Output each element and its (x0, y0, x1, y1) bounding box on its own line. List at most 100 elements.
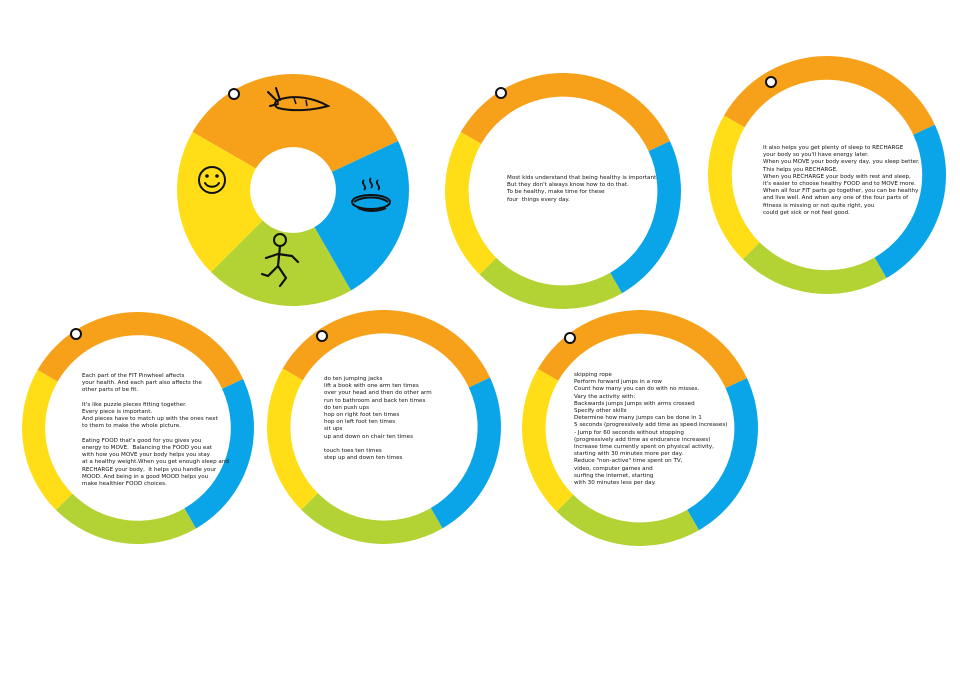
pinwheel-ring (177, 74, 409, 306)
hanging-hole (70, 328, 82, 340)
text-line: When all four FIT parts go together, you… (763, 188, 919, 195)
text-line: 5 seconds (progressively add time as spe… (574, 422, 728, 429)
text-line: It also helps you get plenty of sleep to… (763, 145, 904, 151)
text-line: Increase time currently spent on physica… (574, 444, 714, 451)
text-line: energy to MOVE. Balancing the FOOD you e… (82, 445, 212, 452)
text-line (82, 395, 229, 402)
yellow-segment (22, 370, 73, 511)
page-text: Most kids understand that being healthy … (507, 175, 658, 204)
text-line: touch toes ten times (324, 448, 382, 455)
text-line: surfing the internet, starting (574, 472, 654, 479)
text-line: and live well. And when any one of the f… (763, 195, 909, 202)
running-figure-icon (260, 233, 300, 288)
text-line: (progressively add time as endurance inc… (574, 436, 711, 443)
hot-dish-icon (351, 177, 391, 212)
pinwheel-page-3: Each part of the FIT Pinwheel affects you… (20, 312, 256, 544)
text-line: Backwards jumps Jumps with arms crossed (574, 400, 695, 407)
text-line: starting with 30 minutes more per day. (574, 451, 684, 458)
green-segment (210, 220, 351, 306)
text-line: to them to make the whole picture. (82, 423, 181, 430)
text-line (324, 441, 432, 448)
text-line: your health. And each part also affects … (82, 380, 202, 387)
blue-segment (314, 140, 409, 291)
text-line: up and down on chair ten times (324, 433, 413, 440)
pinwheel-ring (522, 310, 758, 546)
hanging-hole (228, 88, 240, 100)
text-line: your body so you'll have energy later. (763, 152, 869, 159)
text-line: over your head and then do other arm (324, 390, 432, 397)
orange-segment (460, 73, 670, 152)
text-line: it's easier to choose healthy FOOD and t… (763, 181, 916, 188)
pinwheel-ring (445, 73, 681, 309)
text-line: But they don't always know how to do tha… (507, 182, 629, 189)
text-line: at a healthy weight.When you get enough … (82, 459, 229, 466)
text-line: could get sick or not feel good. (763, 209, 850, 216)
text-line (82, 431, 229, 438)
text-line: four things every day. (507, 196, 570, 203)
text-line: Specify other skills (574, 408, 627, 415)
text-line: hop on left foot ten times (324, 419, 396, 426)
yellow-segment (267, 368, 318, 510)
orange-segment (537, 310, 747, 389)
blue-segment (874, 124, 946, 279)
text-line: Vary the activity with: (574, 393, 636, 400)
green-segment (742, 242, 887, 294)
text-line: with how you MOVE your body helps you st… (82, 452, 210, 459)
blue-segment (610, 141, 681, 294)
orange-segment (282, 310, 491, 388)
pinwheel-ring (708, 56, 946, 294)
pinwheel-ring (22, 312, 254, 544)
text-line: And pieces have to match up with the one… (82, 416, 218, 423)
text-line: Most kids understand that being healthy … (507, 175, 658, 181)
yellow-segment (445, 132, 497, 275)
page-text: Each part of the FIT Pinwheel affects you… (82, 373, 229, 488)
text-line: To be healthy, make time for these (507, 189, 605, 196)
text-line: do ten jumping jacks (324, 376, 383, 382)
page-text: do ten jumping jacks lift a book with one… (324, 376, 432, 462)
orange-segment (723, 56, 935, 135)
text-line: RECHARGE your body, it helps you handle … (82, 466, 217, 473)
text-line: lift a book with one arm ten times (324, 383, 419, 390)
green-segment (55, 493, 196, 544)
text-line: When you RECHARGE your body with rest an… (763, 173, 911, 180)
cover-pinwheel (174, 74, 412, 306)
text-line: fitness is missing or not quite right, y… (763, 202, 875, 209)
text-line: with 30 minutes less per day. (574, 480, 656, 487)
text-line: do ten push ups (324, 404, 370, 411)
yellow-segment (708, 115, 760, 260)
text-line: Count how many you can do with no misses… (574, 386, 700, 393)
yellow-segment (522, 369, 574, 512)
text-line: step up and down ten times (324, 455, 403, 462)
text-line: Reduce "non-active" time spent on TV, (574, 458, 683, 465)
text-line: hop on right foot ten times (324, 412, 400, 419)
green-segment (479, 257, 622, 309)
hanging-hole (765, 76, 777, 88)
text-line: When you MOVE your body every day, you s… (763, 159, 920, 166)
text-line: run to bathroom and back ten times (324, 397, 426, 404)
pinwheel-page-4: do ten jumping jacks lift a book with one… (266, 310, 502, 544)
text-line: video, computer games and (574, 465, 653, 472)
page-text: It also helps you get plenty of sleep to… (763, 145, 920, 217)
hanging-hole (564, 332, 576, 344)
green-segment (301, 493, 443, 544)
text-line: Every piece is important. (82, 409, 153, 416)
text-line: other parts of be fit. (82, 387, 139, 394)
orange-segment (37, 312, 244, 389)
hanging-hole (495, 87, 507, 99)
smiley-face-icon (198, 166, 226, 194)
pinwheel-ring (267, 310, 501, 544)
text-line: Perform forward jumps in a row (574, 379, 663, 386)
text-line: skipping rope (574, 372, 612, 378)
text-line: Eating FOOD that's good for you gives yo… (82, 437, 202, 444)
text-line: This helps you RECHARGE. (763, 166, 838, 173)
pinwheel-page-2: It also helps you get plenty of sleep to… (707, 56, 947, 294)
text-line: - Jump for 60 seconds without stopping (574, 429, 684, 436)
hanging-hole (316, 330, 328, 342)
pinwheel-page-5: skipping rope Perform forward jumps in a … (522, 310, 758, 546)
carrot-icon (267, 87, 331, 112)
orange-segment (192, 74, 399, 172)
yellow-segment (177, 132, 263, 273)
green-segment (556, 494, 699, 546)
blue-segment (687, 378, 758, 531)
text-line: sit ups (324, 426, 343, 433)
